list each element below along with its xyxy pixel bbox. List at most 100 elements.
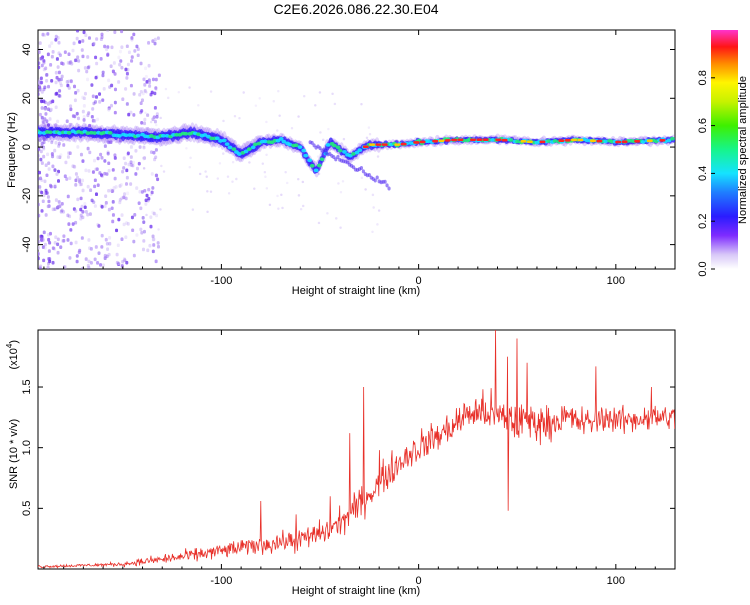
spectrogram-noise-mark [57, 70, 61, 75]
spectrogram-noise-mark [81, 54, 85, 59]
spectrogram-noise-mark [327, 127, 330, 131]
spectrogram-band-peak [375, 143, 382, 146]
spectrogram-band-peak [564, 138, 571, 142]
snr-multiplier-base: (x10 [8, 348, 20, 369]
spectrogram-band-core [640, 140, 646, 144]
spectrogram-noise-mark [76, 197, 80, 202]
spectrogram-noise-mark [38, 146, 40, 151]
spectrogram-noise-mark [58, 53, 62, 57]
spectrogram-noise-mark [89, 247, 93, 251]
spectrogram-noise-mark [50, 152, 54, 156]
spectrogram-noise-mark [107, 207, 111, 212]
spectrogram-noise-mark [125, 168, 129, 173]
spectrogram-noise-mark [103, 144, 107, 148]
spectrogram-noise-mark [222, 119, 225, 123]
spectrogram-band-core [297, 145, 303, 150]
spectrogram-noise-mark [41, 245, 45, 249]
spectrogram-noise-mark [39, 149, 43, 154]
spectrogram-noise-mark [111, 219, 115, 224]
spectrogram-noise-mark [376, 223, 379, 226]
spectrogram-noise-mark [141, 247, 145, 252]
spectrogram-noise-mark [136, 53, 140, 58]
spectrogram-noise-mark [95, 37, 99, 41]
spectrogram-noise-mark [112, 186, 116, 190]
spectrogram-noise-mark [159, 208, 162, 211]
spectrogram-noise-mark [155, 88, 158, 92]
spectrogram-noise-mark [59, 153, 63, 157]
spectrogram-band-arm [385, 183, 389, 188]
spectrogram-noise-mark [143, 156, 147, 160]
spectrogram-band-core [307, 158, 313, 163]
spectrogram-band-core [202, 133, 208, 137]
snr-marks [38, 330, 675, 569]
spectrogram-noise-mark [189, 156, 192, 160]
spectrogram-noise-mark [66, 238, 70, 242]
spectrogram-noise-mark [86, 65, 90, 70]
spectrogram-noise-mark [154, 86, 158, 90]
spectrogram-noise-mark [51, 50, 55, 54]
spectrogram-noise-mark [152, 243, 156, 247]
spectrogram-noise-mark [142, 167, 146, 170]
spectrogram-noise-mark [48, 259, 52, 264]
spectrogram-noise-mark [272, 100, 275, 103]
spectrogram-noise-mark [154, 148, 158, 152]
spectrogram-band-peak [400, 142, 407, 146]
spectrogram-noise-mark [38, 256, 40, 261]
spectrogram-noise-mark [149, 224, 153, 229]
spectrogram-noise-mark [265, 153, 268, 157]
spectrogram-noise-mark [86, 113, 90, 118]
spectrogram-noise-mark [104, 237, 108, 242]
spectrogram-band-core [47, 130, 53, 135]
spectrogram-noise-mark [94, 100, 98, 104]
spectrogram-noise-mark [124, 196, 128, 201]
spectrogram-band-arm [359, 165, 364, 170]
spectrogram-noise-mark [99, 152, 103, 157]
spectrogram-noise-mark [63, 174, 67, 179]
spectrogram-noise-mark [135, 166, 139, 171]
spectrogram-noise-mark [100, 174, 104, 178]
spectrogram-noise-mark [41, 32, 45, 37]
spectrogram-noise-mark [290, 127, 294, 130]
spectrogram-noise-mark [83, 66, 87, 70]
spectrogram-noise-mark [156, 36, 160, 40]
spectrogram-noise-mark [38, 170, 41, 175]
spectrogram-band-peak [596, 139, 603, 143]
spectrogram-noise-mark [83, 202, 87, 206]
spectrogram-noise-mark [130, 55, 134, 59]
spectrogram-noise-mark [91, 94, 95, 99]
spectrogram-band-arm [336, 154, 340, 159]
spectrogram-noise-mark [284, 171, 287, 174]
spectrogram-noise-mark [148, 84, 152, 88]
spectrogram-noise-mark [80, 48, 84, 52]
spectrogram-band-core [183, 131, 189, 136]
spectrogram-noise-mark [143, 117, 147, 122]
spectrogram-noise-mark [38, 245, 40, 250]
spectrogram-noise-mark [72, 164, 76, 169]
spectrogram-noise-mark [130, 59, 134, 63]
spectrogram-noise-mark [44, 163, 48, 168]
spectrogram-noise-mark [107, 78, 111, 83]
spectrogram-noise-mark [38, 88, 42, 92]
snr-axes: -100 0 100 0.5 1.0 1.5 [21, 330, 676, 587]
spectrogram-noise-mark [49, 107, 53, 112]
spectrogram-noise-mark [51, 99, 55, 104]
spectrogram-noise-mark [80, 236, 84, 240]
spectrogram-noise-mark [342, 137, 346, 141]
spectrogram-band-core [123, 133, 129, 138]
spectrogram-noise-mark [68, 176, 72, 180]
spectrogram-band-peak [501, 138, 508, 142]
spectrogram-noise-mark [204, 170, 207, 173]
spectrogram-noise-mark [69, 241, 73, 246]
spectrogram-noise-mark [113, 72, 117, 76]
spectrogram-noise-mark [118, 138, 122, 143]
spectrogram-noise-mark [95, 61, 99, 66]
spectrogram-noise-mark [142, 77, 146, 82]
spectrogram-noise-mark [88, 123, 92, 128]
spectrogram-noise-mark [129, 83, 133, 88]
spectrogram-noise-mark [132, 253, 136, 258]
spectrogram-noise-mark [54, 70, 58, 75]
spectrogram-noise-mark [68, 256, 72, 260]
spectrogram-band-core [224, 142, 230, 147]
spectrogram-noise-mark [57, 141, 61, 146]
spectrogram-noise-mark [123, 192, 127, 196]
